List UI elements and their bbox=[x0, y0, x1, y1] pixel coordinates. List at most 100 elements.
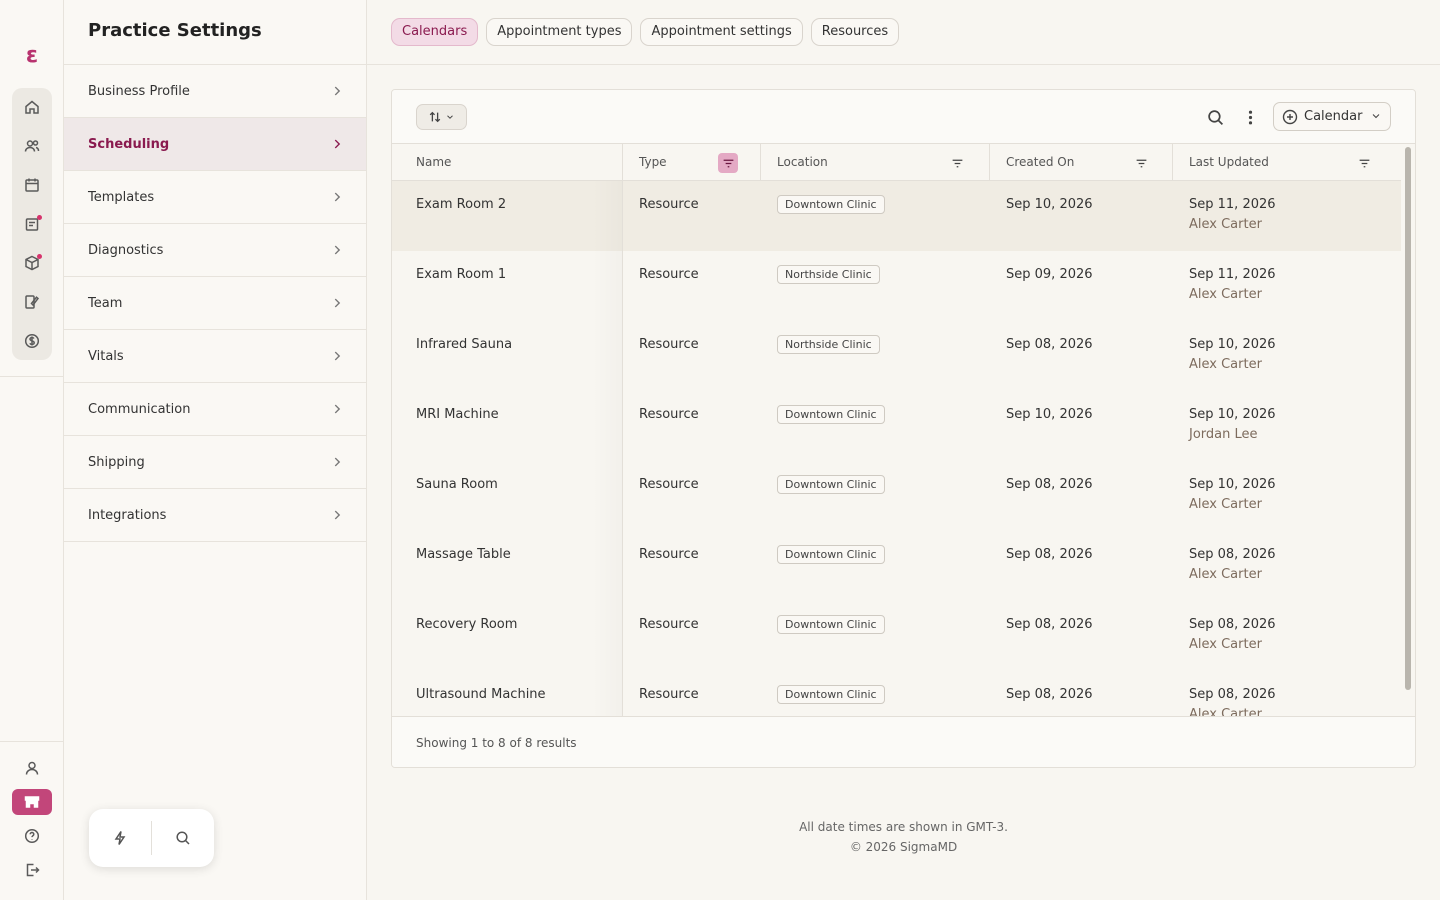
tab-appointment-settings[interactable]: Appointment settings bbox=[640, 18, 803, 46]
home-icon[interactable] bbox=[12, 93, 52, 121]
settings-nav-item[interactable]: Business Profile bbox=[64, 65, 366, 118]
column-divider bbox=[622, 144, 623, 181]
filter-icon[interactable] bbox=[718, 153, 738, 173]
settings-nav-item[interactable]: Communication bbox=[64, 383, 366, 436]
filter-icon[interactable] bbox=[1354, 153, 1374, 173]
row-type: Resource bbox=[639, 267, 699, 282]
plus-circle-icon bbox=[1282, 109, 1298, 125]
row-name: Exam Room 1 bbox=[416, 267, 507, 282]
settings-nav-item[interactable]: Templates bbox=[64, 171, 366, 224]
rail-divider bbox=[0, 376, 63, 377]
tab-calendars[interactable]: Calendars bbox=[391, 18, 479, 46]
column-header-location[interactable]: Location bbox=[777, 155, 828, 169]
column-header-last-updated[interactable]: Last Updated bbox=[1189, 155, 1269, 169]
row-created-on: Sep 10, 2026 bbox=[1006, 197, 1093, 212]
row-updated-by: Alex Carter bbox=[1189, 217, 1262, 232]
table-row[interactable]: Ultrasound Machine Resource Downtown Clini… bbox=[392, 671, 1401, 716]
location-badge: Downtown Clinic bbox=[777, 545, 885, 564]
vertical-scrollbar[interactable] bbox=[1405, 147, 1411, 690]
search-icon[interactable] bbox=[171, 826, 195, 850]
column-header-name[interactable]: Name bbox=[416, 155, 452, 169]
calendar-icon[interactable] bbox=[12, 171, 52, 199]
table-body: Ultrasound Machine Resource Downtown Clini… bbox=[392, 181, 1401, 716]
row-name: Ultrasound Machine bbox=[416, 687, 546, 702]
more-vertical-icon[interactable] bbox=[1240, 107, 1260, 127]
settings-nav-label: Scheduling bbox=[88, 136, 170, 152]
store-icon[interactable] bbox=[12, 789, 52, 815]
table-header: Name Type Location Created On Last Updat… bbox=[392, 144, 1401, 181]
settings-nav-item[interactable]: Team bbox=[64, 277, 366, 330]
settings-nav-item[interactable]: Integrations bbox=[64, 489, 366, 542]
icon-rail: ε bbox=[0, 0, 64, 900]
divider bbox=[367, 64, 1440, 65]
column-header-type[interactable]: Type bbox=[639, 155, 667, 169]
settings-nav-item[interactable]: Vitals bbox=[64, 330, 366, 383]
notification-dot bbox=[37, 254, 42, 259]
add-calendar-button[interactable]: Calendar bbox=[1273, 102, 1391, 131]
add-calendar-label: Calendar bbox=[1304, 109, 1363, 124]
sort-button[interactable] bbox=[416, 104, 467, 130]
app-logo[interactable]: ε bbox=[25, 43, 39, 68]
calendars-table-card: Calendar Name Type Location Created On L… bbox=[391, 89, 1416, 768]
row-name: MRI Machine bbox=[416, 407, 499, 422]
users-icon[interactable] bbox=[12, 132, 52, 160]
row-type: Resource bbox=[639, 337, 699, 352]
row-updated-by: Alex Carter bbox=[1189, 357, 1262, 372]
table-row[interactable]: Exam Room 2 Resource Downtown Clinic Sep 10… bbox=[392, 181, 1401, 251]
table-row[interactable]: Exam Room 1 Resource Northside Clinic Sep 0… bbox=[392, 251, 1401, 321]
lightning-icon[interactable] bbox=[108, 826, 132, 850]
row-type: Resource bbox=[639, 407, 699, 422]
column-divider bbox=[1172, 144, 1173, 181]
table-toolbar: Calendar bbox=[392, 90, 1415, 144]
table-row[interactable]: Recovery Room Resource Downtown Clinic Sep … bbox=[392, 601, 1401, 671]
tab-appointment-types[interactable]: Appointment types bbox=[486, 18, 633, 46]
table-row[interactable]: Massage Table Resource Downtown Clinic Sep … bbox=[392, 531, 1401, 601]
clipboard-icon[interactable] bbox=[12, 210, 52, 238]
row-updated-by: Alex Carter bbox=[1189, 287, 1262, 302]
row-last-updated: Sep 11, 2026 bbox=[1189, 197, 1276, 212]
user-icon[interactable] bbox=[12, 754, 52, 782]
table-row[interactable]: Infrared Sauna Resource Northside Clinic Se… bbox=[392, 321, 1401, 391]
tab-resources[interactable]: Resources bbox=[810, 18, 900, 46]
dollar-icon[interactable] bbox=[12, 327, 52, 355]
search-icon[interactable] bbox=[1205, 107, 1225, 127]
logout-icon[interactable] bbox=[12, 856, 52, 884]
row-updated-by: Alex Carter bbox=[1189, 637, 1262, 652]
settings-nav-label: Vitals bbox=[88, 348, 124, 364]
location-badge: Downtown Clinic bbox=[777, 405, 885, 424]
rail-nav-group bbox=[12, 88, 52, 360]
chevron-right-icon bbox=[330, 243, 344, 257]
row-name: Exam Room 2 bbox=[416, 197, 507, 212]
page-footer: All date times are shown in GMT-3. © 202… bbox=[391, 817, 1416, 857]
location-badge: Downtown Clinic bbox=[777, 195, 885, 214]
row-name: Recovery Room bbox=[416, 617, 518, 632]
filter-icon[interactable] bbox=[1131, 153, 1151, 173]
row-name: Sauna Room bbox=[416, 477, 498, 492]
location-badge: Northside Clinic bbox=[777, 265, 880, 284]
chevron-right-icon bbox=[330, 508, 344, 522]
settings-nav-label: Templates bbox=[88, 189, 155, 205]
box-icon[interactable] bbox=[12, 249, 52, 277]
table-row[interactable]: Sauna Room Resource Downtown Clinic Sep 08,… bbox=[392, 461, 1401, 531]
table-row[interactable]: MRI Machine Resource Downtown Clinic Sep 10… bbox=[392, 391, 1401, 461]
column-divider bbox=[622, 181, 623, 716]
chevron-right-icon bbox=[330, 402, 344, 416]
divider bbox=[151, 821, 152, 855]
location-badge: Northside Clinic bbox=[777, 335, 880, 354]
notification-dot bbox=[37, 215, 42, 220]
settings-nav-item[interactable]: Diagnostics bbox=[64, 224, 366, 277]
help-icon[interactable] bbox=[12, 822, 52, 850]
location-badge: Downtown Clinic bbox=[777, 475, 885, 494]
column-header-created-on[interactable]: Created On bbox=[1006, 155, 1075, 169]
row-created-on: Sep 08, 2026 bbox=[1006, 687, 1093, 702]
row-updated-by: Alex Carter bbox=[1189, 497, 1262, 512]
settings-nav-item[interactable]: Shipping bbox=[64, 436, 366, 489]
edit-icon[interactable] bbox=[12, 288, 52, 316]
settings-nav-item[interactable]: Scheduling bbox=[64, 118, 366, 171]
divider bbox=[64, 64, 366, 65]
row-last-updated: Sep 10, 2026 bbox=[1189, 407, 1276, 422]
filter-icon[interactable] bbox=[947, 153, 967, 173]
settings-nav-label: Communication bbox=[88, 401, 191, 417]
page-title: Practice Settings bbox=[88, 20, 262, 41]
row-name: Infrared Sauna bbox=[416, 337, 513, 352]
